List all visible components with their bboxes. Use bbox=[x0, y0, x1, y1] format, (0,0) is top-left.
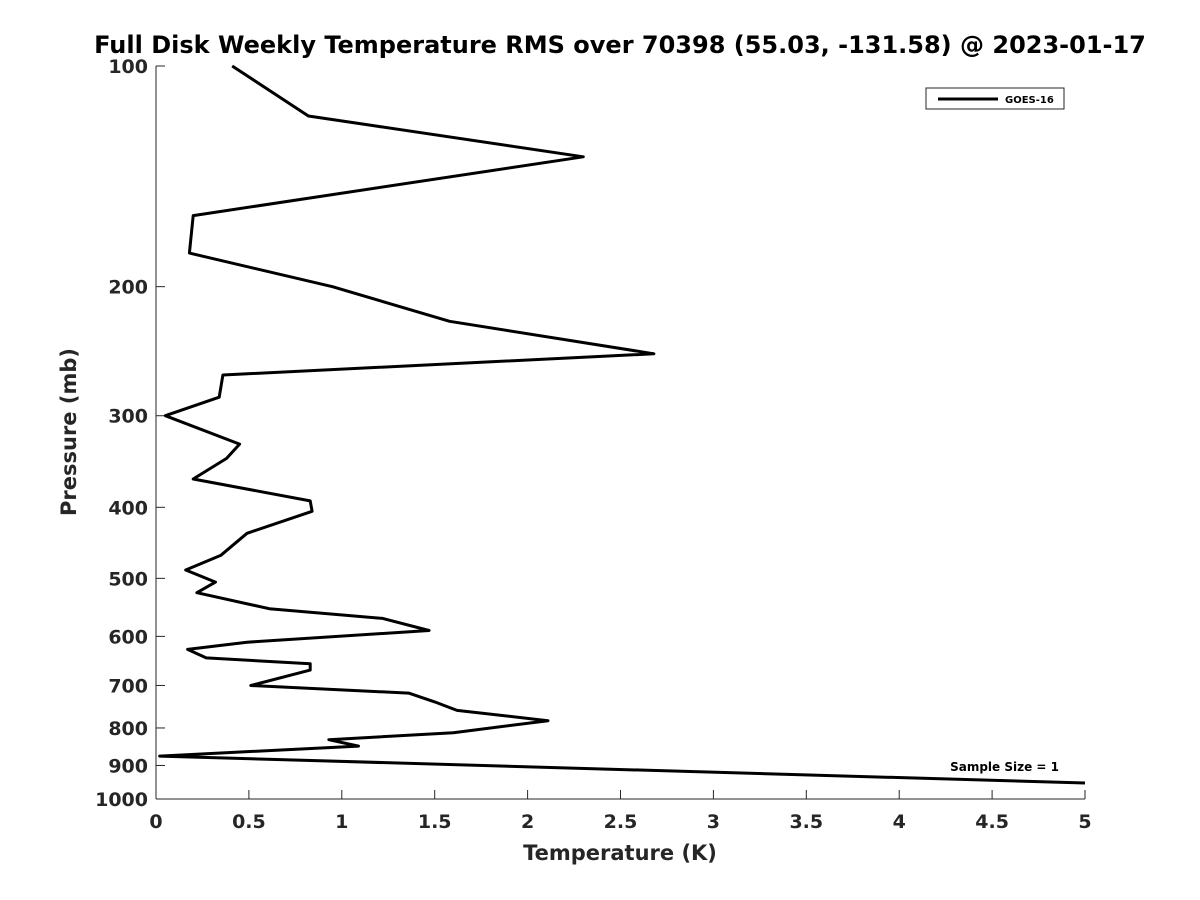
x-tick-label: 1.5 bbox=[418, 811, 452, 833]
series-line-goes-16 bbox=[158, 64, 1086, 785]
x-tick-label: 4 bbox=[893, 811, 906, 833]
x-tick-label: 2 bbox=[521, 811, 534, 833]
x-tick-label: 4.5 bbox=[975, 811, 1009, 833]
y-tick-label: 300 bbox=[108, 406, 148, 428]
x-tick-label: 0 bbox=[149, 811, 162, 833]
x-tick-label: 0.5 bbox=[232, 811, 266, 833]
y-tick-label: 600 bbox=[108, 626, 148, 648]
y-tick-label: 700 bbox=[108, 675, 148, 697]
y-axis-label: Pressure (mb) bbox=[57, 348, 81, 516]
x-axis-label: Temperature (K) bbox=[523, 841, 717, 865]
x-tick-labels: 0 0.5 1 1.5 2 2.5 3 3.5 4 4.5 5 bbox=[149, 811, 1091, 833]
y-tick-label: 900 bbox=[108, 755, 148, 777]
x-tick-label: 1 bbox=[335, 811, 348, 833]
x-tick-label: 3.5 bbox=[789, 811, 823, 833]
legend-entry-goes-16: GOES-16 bbox=[1005, 95, 1054, 106]
y-tick-label: 800 bbox=[108, 718, 148, 740]
y-tick-labels: 100 200 300 400 500 600 700 800 900 1000 bbox=[95, 56, 148, 811]
x-tick-label: 3 bbox=[707, 811, 720, 833]
chart-title: Full Disk Weekly Temperature RMS over 70… bbox=[94, 31, 1146, 59]
y-tick-label: 400 bbox=[108, 497, 148, 519]
y-tick-label: 200 bbox=[108, 277, 148, 299]
x-tick-label: 2.5 bbox=[604, 811, 638, 833]
y-tick-label: 500 bbox=[108, 568, 148, 590]
y-tick-label: 100 bbox=[108, 56, 148, 78]
x-tick-label: 5 bbox=[1078, 811, 1091, 833]
sample-size-annotation: Sample Size = 1 bbox=[950, 760, 1059, 774]
legend: GOES-16 bbox=[925, 87, 1065, 110]
y-tick-label: 1000 bbox=[95, 789, 148, 811]
